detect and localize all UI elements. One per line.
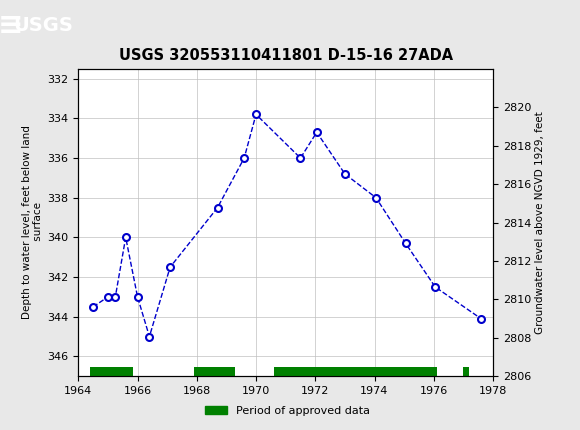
Legend: Period of approved data: Period of approved data bbox=[200, 401, 374, 420]
Title: USGS 320553110411801 D-15-16 27ADA: USGS 320553110411801 D-15-16 27ADA bbox=[118, 49, 453, 64]
Text: ≡: ≡ bbox=[0, 11, 23, 40]
Text: USGS: USGS bbox=[13, 16, 74, 35]
Bar bbox=[274, 367, 437, 376]
Bar bbox=[194, 367, 235, 376]
Y-axis label: Depth to water level, feet below land
 surface: Depth to water level, feet below land su… bbox=[21, 126, 43, 319]
Y-axis label: Groundwater level above NGVD 1929, feet: Groundwater level above NGVD 1929, feet bbox=[535, 111, 545, 334]
Bar bbox=[463, 367, 469, 376]
Bar bbox=[90, 367, 133, 376]
